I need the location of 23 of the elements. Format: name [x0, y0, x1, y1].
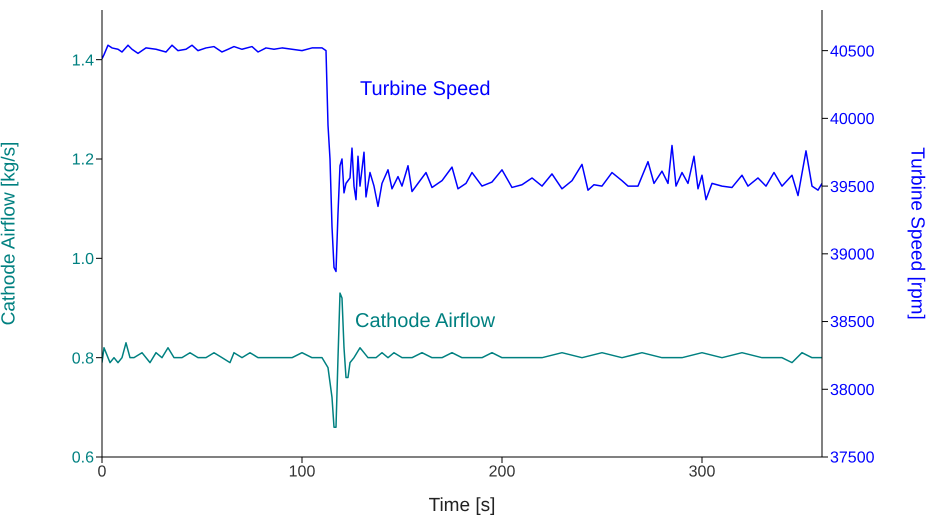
y-tick-label: 1.0: [72, 251, 94, 268]
x-tick-label: 200: [488, 463, 516, 480]
x-axis-title: Time [s]: [428, 495, 496, 516]
y2-tick-label: 38000: [830, 382, 875, 399]
y-tick-label: 0.8: [72, 350, 94, 368]
series-label: Cathode Airflow: [355, 310, 496, 333]
x-tick-label: 300: [688, 463, 716, 480]
x-tick-label: 0: [98, 463, 107, 480]
x-tick-label: 100: [288, 463, 316, 480]
y2-tick-label: 37500: [830, 450, 875, 467]
line-series: [102, 44, 822, 272]
y2-tick-label: 40000: [830, 111, 875, 128]
line-series: [102, 292, 822, 428]
y-tick-label: 0.6: [72, 450, 94, 467]
y2-axis-title: Turbine Speed [rpm]: [906, 147, 928, 320]
y2-tick-label: 38500: [830, 314, 875, 332]
y-tick-label: 1.2: [72, 152, 94, 169]
series-label: Turbine Speed: [360, 78, 490, 101]
y2-tick-label: 39000: [830, 246, 875, 264]
y2-tick-label: 40500: [830, 43, 875, 60]
y-tick-label: 1.4: [72, 52, 94, 70]
y2-tick-label: 39500: [830, 178, 875, 196]
y-axis-title: Cathode Airflow [kg/s]: [0, 142, 20, 326]
